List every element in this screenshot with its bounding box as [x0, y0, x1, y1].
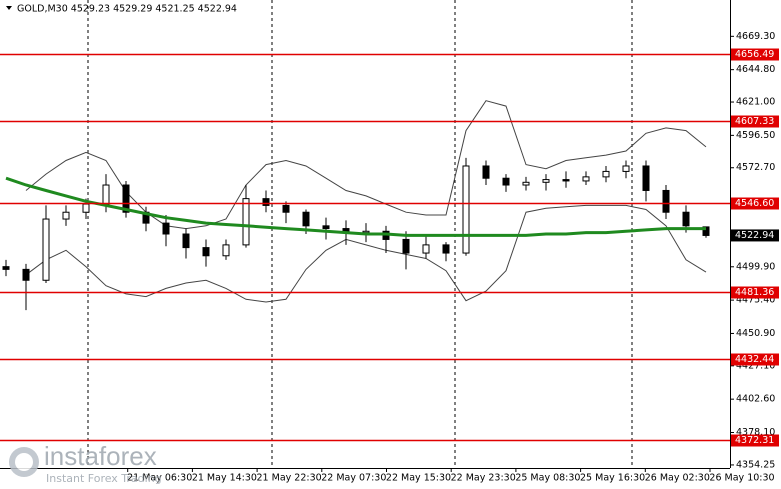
candle-body	[702, 226, 710, 236]
level-label-bg	[731, 434, 779, 447]
candle-body	[102, 184, 110, 205]
level-label: 4607.33	[735, 116, 774, 127]
candle-body	[462, 165, 470, 254]
candle-body	[522, 181, 530, 186]
candle-body	[482, 165, 490, 179]
y-tick-label: 4354.25	[736, 459, 775, 470]
candle-body	[442, 244, 450, 254]
level-label: 4656.49	[735, 49, 774, 60]
candle-body	[262, 198, 270, 206]
candle-body	[182, 233, 190, 249]
logo-inner	[15, 453, 33, 471]
candle-body	[282, 204, 290, 213]
y-tick-label: 4378.10	[736, 427, 775, 438]
menu-arrow[interactable]	[6, 6, 12, 10]
watermark: instaforex Instant Forex Trading	[9, 441, 162, 485]
y-tick-label: 4475.40	[736, 295, 775, 306]
current-price-label: 4522.94	[735, 230, 774, 241]
candle-body	[602, 170, 610, 178]
indicator-line	[5, 176, 706, 237]
candle-body	[62, 211, 70, 220]
y-tick-label: 4596.50	[736, 130, 775, 141]
candle-body	[242, 198, 250, 246]
level-label-bg	[731, 115, 779, 128]
candle-body	[122, 184, 130, 213]
candle-body	[662, 189, 670, 213]
candle-body	[162, 222, 170, 235]
y-tick-label: 4427.10	[736, 360, 775, 371]
level-label: 4481.36	[735, 287, 774, 298]
candle-body	[582, 176, 590, 182]
candle-body	[202, 247, 210, 257]
x-tick-label: 26 May 02:30	[645, 473, 710, 484]
candle-body	[502, 177, 510, 186]
candle-body	[2, 266, 10, 270]
x-tick-label: 25 May 08:30	[515, 473, 580, 484]
x-tick-label: 26 May 10:30	[709, 473, 774, 484]
level-label-bg	[731, 197, 779, 210]
y-tick-label: 4669.30	[736, 31, 775, 42]
candle-body	[562, 179, 570, 182]
candle-body	[82, 203, 90, 213]
y-tick-label: 4572.70	[736, 162, 775, 173]
candle-body	[22, 268, 30, 281]
candle-body	[642, 165, 650, 191]
x-tick-label: 22 May 23:30	[451, 473, 516, 484]
level-label: 4432.44	[735, 354, 774, 365]
y-tick-label: 4644.80	[736, 64, 775, 75]
watermark-brand: instaforex	[44, 441, 157, 471]
x-tick-label: 21 May 14:30	[192, 473, 257, 484]
candle-body	[322, 225, 330, 230]
indicator-line	[25, 204, 707, 303]
x-tick-label: 22 May 07:30	[321, 473, 386, 484]
y-tick-label: 4499.90	[736, 261, 775, 272]
x-tick-label: 21 May 06:30	[127, 473, 192, 484]
level-label-bg	[731, 48, 779, 61]
watermark-tagline: Instant Forex Trading	[46, 472, 162, 485]
candle-body	[222, 244, 230, 257]
indicator-line	[25, 100, 707, 230]
candle-body	[42, 218, 50, 281]
candle-body	[302, 211, 310, 227]
x-tick-label: 22 May 15:30	[386, 473, 451, 484]
y-tick-label: 4450.90	[736, 328, 775, 339]
y-tick-label: 4621.00	[736, 97, 775, 108]
x-tick-label: 21 May 22:30	[257, 473, 322, 484]
level-label: 4546.60	[735, 198, 774, 209]
level-label-bg	[731, 286, 779, 299]
candle-body	[622, 165, 630, 172]
x-tick-label: 25 May 16:30	[580, 473, 645, 484]
candle-body	[682, 211, 690, 227]
current-price-bg	[731, 229, 779, 242]
candle-body	[422, 244, 430, 254]
level-label-bg	[731, 353, 779, 366]
level-label: 4372.31	[735, 435, 774, 446]
y-tick-label: 4402.60	[736, 394, 775, 405]
chart-title: GOLD,M30 4529.23 4529.29 4521.25 4522.94	[17, 4, 237, 15]
candle-body	[402, 238, 410, 254]
candle-body	[542, 179, 550, 183]
